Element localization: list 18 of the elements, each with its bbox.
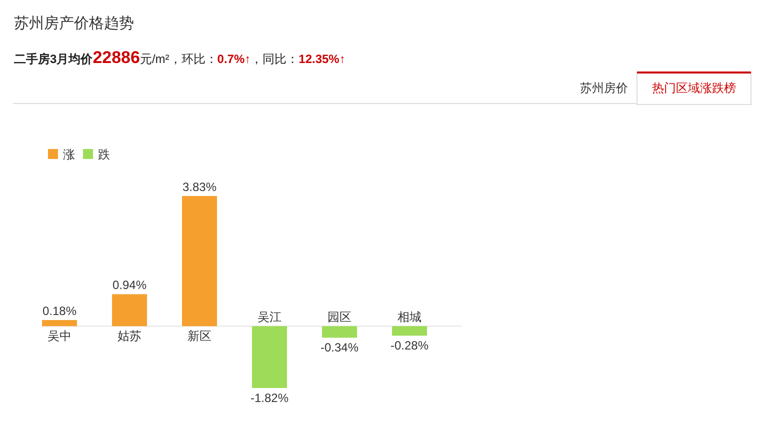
x-tick-label: 新区 (188, 329, 212, 344)
data-label: -0.28% (390, 338, 429, 353)
data-label: 0.94% (112, 278, 147, 292)
tab-label: 苏州房价 (580, 81, 628, 95)
x-tick-label: 吴江 (258, 310, 282, 324)
subtitle: 二手房3月均价22886元/m²，环比：0.7%↑，同比：12.35%↑ (14, 48, 346, 67)
title: 苏州房产价格趋势 (14, 15, 134, 32)
x-tick-label: 姑苏 (118, 329, 142, 344)
legend-label: 跌 (98, 148, 110, 162)
tab-label: 热门区域涨跌榜 (652, 81, 736, 95)
legend-label: 涨 (63, 148, 75, 162)
data-label: -0.34% (320, 340, 359, 355)
x-tick-label: 园区 (328, 310, 352, 324)
x-tick-label: 相城 (398, 310, 422, 324)
data-label: -1.82% (250, 391, 289, 405)
x-tick-label: 吴中 (48, 329, 72, 344)
data-label: 0.18% (42, 304, 77, 318)
data-label: 3.83% (182, 180, 217, 194)
